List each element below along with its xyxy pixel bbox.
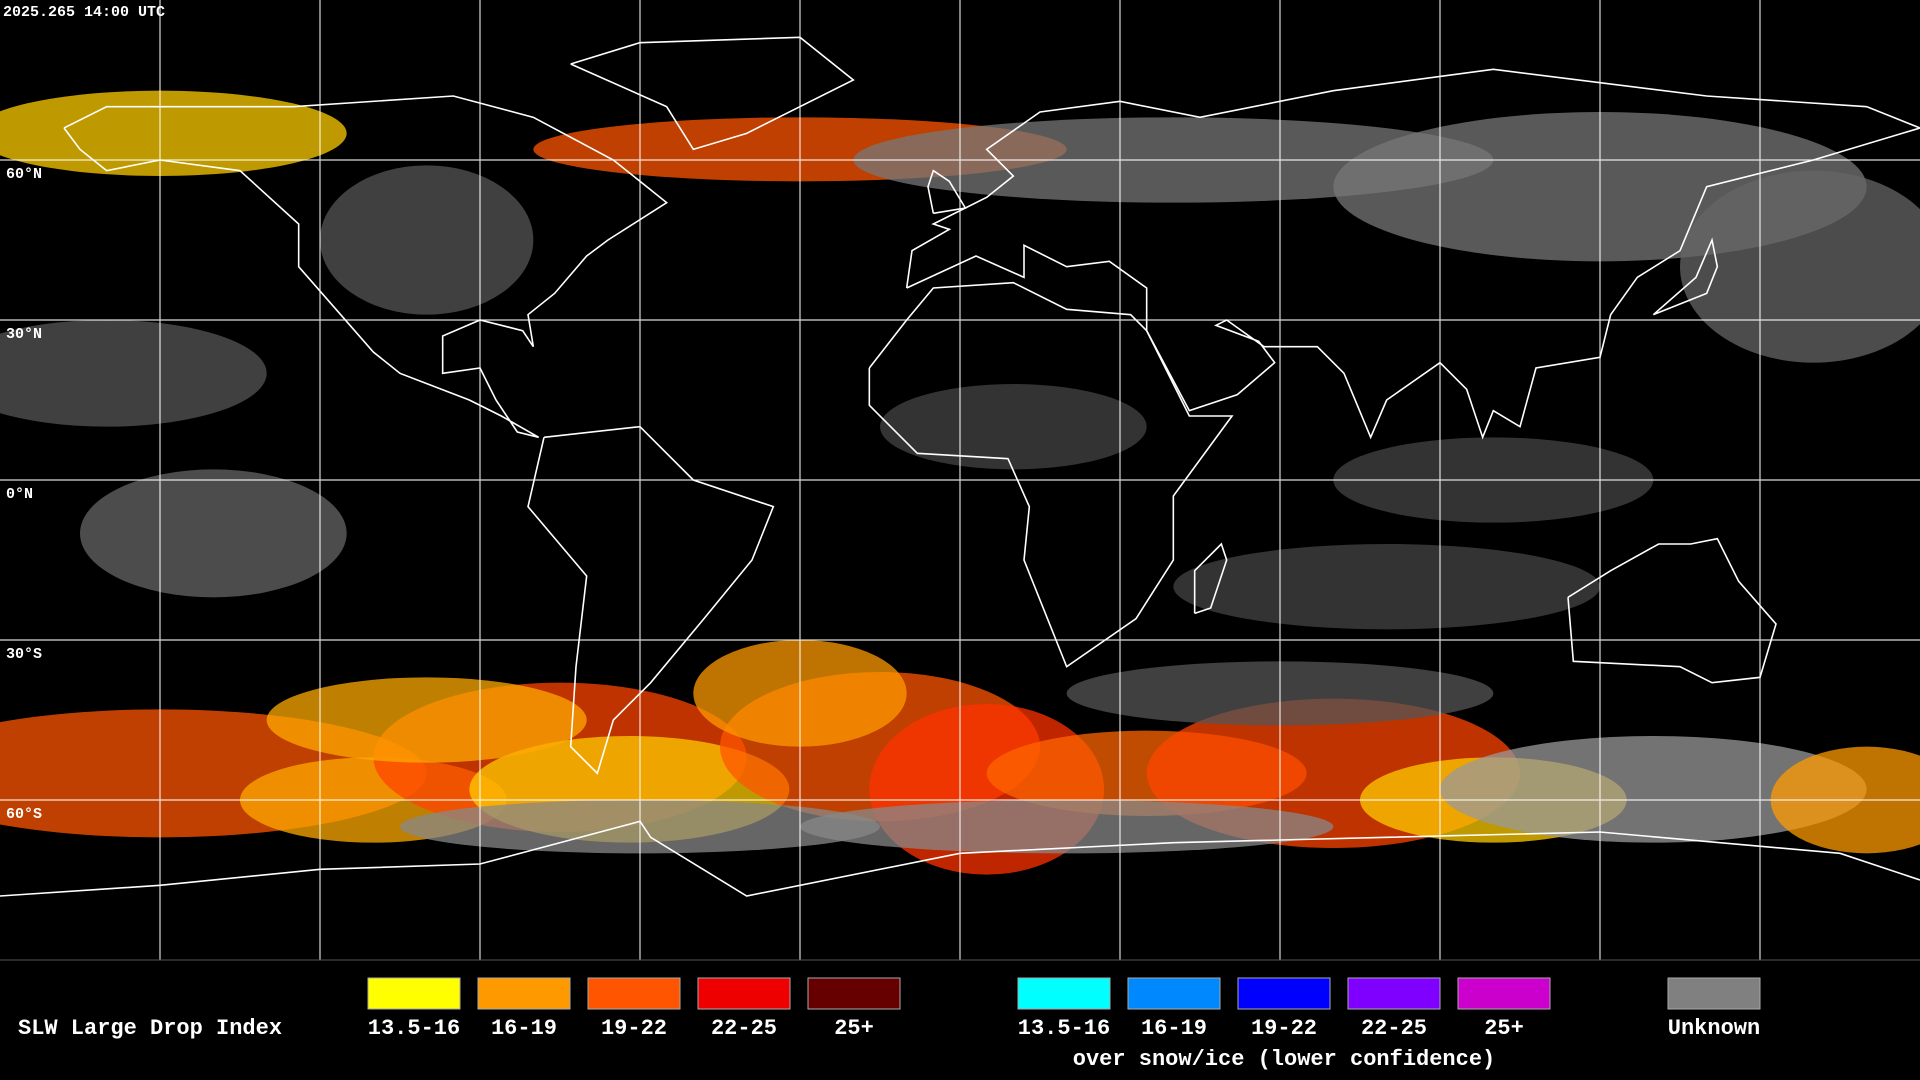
- legend-swatch: [1457, 977, 1551, 1010]
- legend-label: 13.5-16: [368, 1016, 460, 1041]
- cloud-area: [266, 677, 587, 763]
- snow-ice-note: over snow/ice (lower confidence): [1073, 1047, 1495, 1072]
- cloud-area: [0, 320, 267, 427]
- legend-swatch: [1667, 977, 1761, 1010]
- legend-swatch: [807, 977, 901, 1010]
- legend-swatch: [477, 977, 571, 1010]
- legend-label: 13.5-16: [1018, 1016, 1110, 1041]
- coastline: [905, 68, 1920, 440]
- legend-title: SLW Large Drop Index: [18, 1016, 282, 1041]
- latitude-label: 0°N: [6, 486, 33, 503]
- cloud-area: [320, 165, 534, 315]
- latitude-label: 30°N: [6, 326, 42, 343]
- coastline: [527, 425, 775, 775]
- legend-label: Unknown: [1668, 1016, 1760, 1041]
- legend-label: 19-22: [1251, 1016, 1317, 1041]
- legend-label: 16-19: [491, 1016, 557, 1041]
- legend-swatch: [587, 977, 681, 1010]
- cloud-area: [1173, 544, 1600, 630]
- coastline: [1652, 237, 1719, 316]
- legend-swatch: [367, 977, 461, 1010]
- graticule: [0, 0, 1920, 960]
- legend-swatch: [1127, 977, 1221, 1010]
- cloud-area: [1680, 170, 1920, 363]
- legend-label: 22-25: [711, 1016, 777, 1041]
- coastline: [1193, 542, 1228, 615]
- latitude-label: 60°N: [6, 166, 42, 183]
- legend-label: 16-19: [1141, 1016, 1207, 1041]
- legend-label: 25+: [1484, 1016, 1524, 1041]
- latitude-label: 30°S: [6, 646, 42, 663]
- latitude-labels: 60°N 30°N 0°N 30°S 60°S: [6, 166, 42, 823]
- latitude-label: 60°S: [6, 806, 42, 823]
- coastline: [1567, 537, 1777, 684]
- cloud-area: [880, 384, 1147, 470]
- legend-label: 19-22: [601, 1016, 667, 1041]
- legend-swatch: [1017, 977, 1111, 1010]
- timestamp: 2025.265 14:00 UTC: [3, 4, 165, 21]
- legend-label: 22-25: [1361, 1016, 1427, 1041]
- legend: 13.5-16 16-19 19-22 22-25 25+ 13.5-16 16-19 19-…: [367, 977, 1761, 1041]
- cloud-area: [80, 469, 347, 598]
- legend-swatch: [1237, 977, 1331, 1010]
- legend-label: 25+: [834, 1016, 874, 1041]
- legend-swatch: [1347, 977, 1441, 1010]
- cloud-area: [800, 800, 1334, 854]
- legend-swatch: [697, 977, 791, 1010]
- coastline: [63, 95, 669, 439]
- coastline: [868, 281, 1234, 668]
